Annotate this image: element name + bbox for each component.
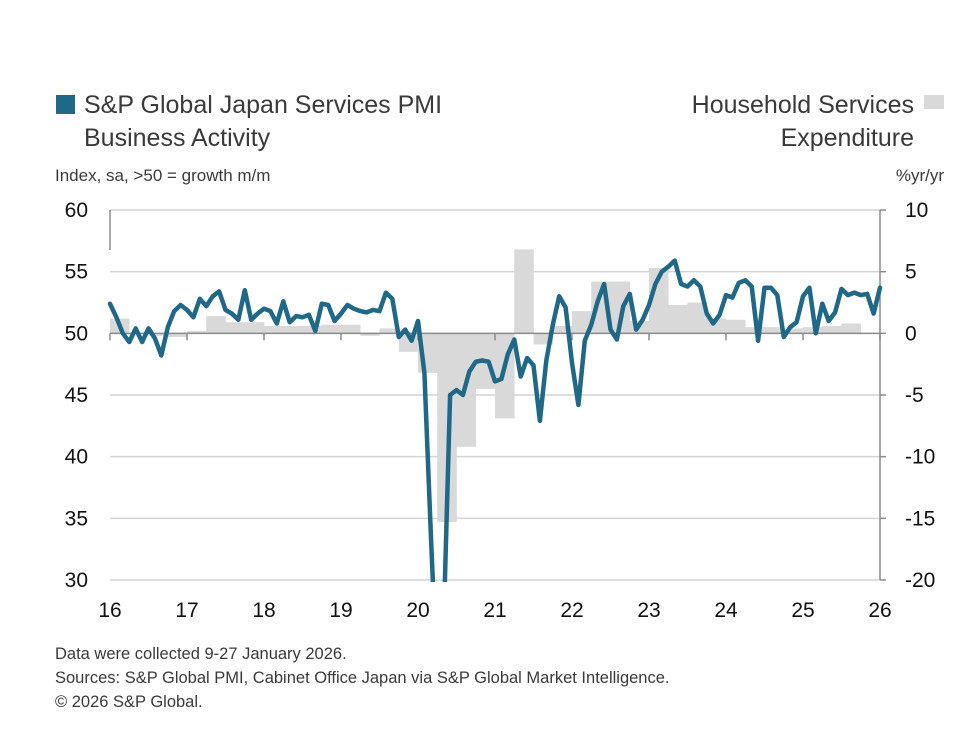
expenditure-bar: [822, 325, 842, 334]
x-tick-label: 24: [714, 599, 738, 622]
x-tick-label: 26: [868, 599, 891, 622]
legend-pmi-line2: Business Activity: [84, 124, 271, 152]
legend-swatch-expenditure: [924, 95, 944, 109]
legend-expenditure-line2: Expenditure: [781, 124, 914, 152]
expenditure-bar: [803, 327, 823, 334]
expenditure-bar: [302, 325, 323, 334]
expenditure-bar: [148, 333, 169, 336]
y-tick-label-right: 0: [905, 322, 917, 345]
y-tick-label-left: 50: [65, 322, 88, 345]
x-tick-label: 18: [252, 599, 275, 622]
expenditure-bar: [167, 333, 188, 338]
footer-note: Data were collected 9-27 January 2026.: [55, 645, 347, 663]
y-tick-label-left: 40: [65, 446, 88, 469]
x-tick-label: 20: [406, 599, 429, 622]
legend-expenditure-line1: Household Services: [692, 91, 914, 119]
expenditure-bar: [726, 319, 746, 334]
expenditure-bar: [187, 330, 207, 334]
legend-pmi-line1: S&P Global Japan Services PMI: [84, 91, 442, 119]
y-tick-label-left: 45: [65, 384, 88, 407]
x-tick-label: 22: [560, 599, 583, 622]
expenditure-bar: [764, 327, 785, 334]
expenditure-bar: [572, 311, 592, 334]
x-tick-label: 23: [637, 599, 660, 622]
expenditure-bar: [360, 333, 380, 336]
x-tick-label: 21: [483, 599, 506, 622]
expenditure-bar: [244, 322, 265, 334]
y-tick-label-left: 35: [65, 507, 88, 530]
footer-copyright: © 2026 S&P Global.: [55, 693, 203, 711]
expenditure-bar: [225, 322, 246, 334]
expenditure-bar: [264, 325, 284, 334]
expenditure-bar: [610, 281, 631, 334]
y-tick-label-right: 5: [905, 261, 917, 284]
left-axis-label: Index, sa, >50 = growth m/m: [55, 166, 270, 185]
x-tick-label: 17: [175, 599, 198, 622]
pmi-line-group: [107, 258, 883, 582]
expenditure-bar: [379, 328, 400, 334]
expenditure-bar: [687, 302, 708, 334]
expenditure-bar: [341, 324, 361, 334]
expenditure-bars: [110, 249, 862, 523]
y-tick-label-left: 55: [65, 261, 88, 284]
right-axis-label: %yr/yr: [896, 166, 945, 185]
axes: [109, 209, 886, 581]
footer-sources: Sources: S&P Global PMI, Cabinet Office …: [55, 669, 670, 687]
expenditure-bar: [283, 325, 303, 334]
y-tick-label-right: -20: [905, 569, 935, 592]
y-tick-label-right: -15: [905, 507, 935, 530]
legend-swatch-pmi: [56, 95, 75, 114]
expenditure-bar: [552, 325, 573, 334]
x-tick-label: 25: [791, 599, 814, 622]
x-tick-label: 16: [98, 599, 121, 622]
y-tick-label-left: 30: [65, 569, 88, 592]
y-tick-label-right: -10: [905, 446, 935, 469]
y-tick-label-right: 10: [905, 199, 928, 222]
expenditure-bar: [206, 316, 226, 334]
expenditure-bar: [533, 333, 554, 345]
x-tick-label: 19: [329, 599, 352, 622]
y-tick-label-right: -5: [905, 384, 924, 407]
expenditure-bar: [841, 323, 862, 334]
expenditure-bar: [321, 324, 342, 334]
expenditure-bar: [514, 249, 534, 334]
y-tick-label-left: 60: [65, 199, 88, 222]
expenditure-bar: [668, 304, 688, 334]
expenditure-bar: [783, 328, 804, 334]
